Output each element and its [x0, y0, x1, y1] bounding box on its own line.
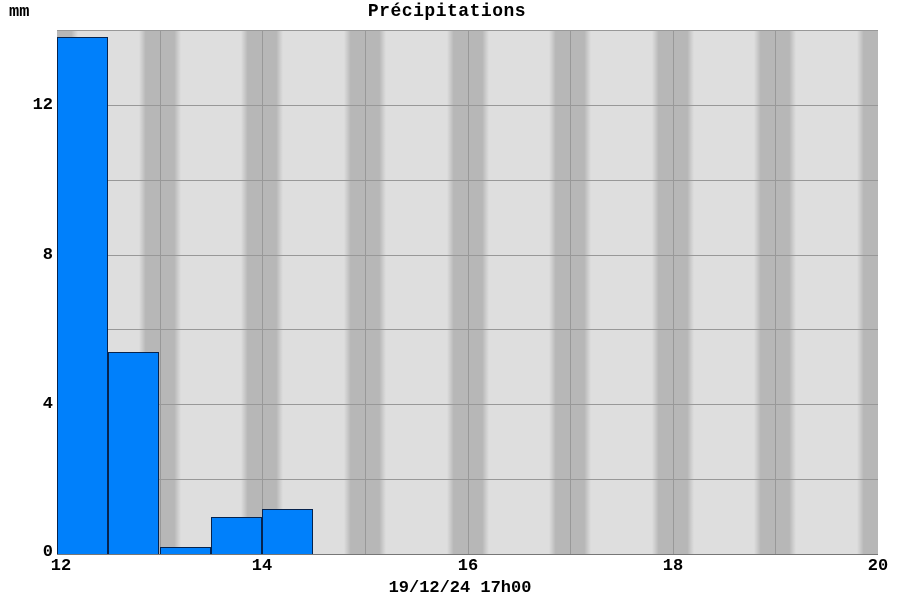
hour-band — [446, 30, 489, 554]
gridline-horizontal — [57, 105, 878, 106]
x-axis-caption: 19/12/24 17h00 — [388, 579, 532, 598]
y-tick-label: 0 — [42, 543, 53, 562]
gridline-horizontal — [57, 404, 878, 405]
precip-bar — [211, 517, 262, 554]
x-tick-label: 16 — [457, 557, 479, 576]
gridline-horizontal — [57, 255, 878, 256]
x-tick-label: 14 — [251, 557, 273, 576]
gridline-vertical — [365, 30, 366, 554]
hour-band — [651, 30, 694, 554]
gridline-vertical — [160, 30, 161, 554]
gridline-horizontal — [57, 329, 878, 330]
x-tick-label: 20 — [867, 557, 889, 576]
chart-title: Précipitations — [367, 2, 527, 22]
gridline-horizontal — [57, 30, 878, 31]
y-axis-unit-label: mm — [9, 3, 30, 22]
gridline-vertical — [468, 30, 469, 554]
precip-bar — [160, 547, 211, 554]
x-tick-label: 18 — [662, 557, 684, 576]
hour-band — [857, 30, 878, 554]
precip-bar — [262, 509, 313, 554]
gridline-horizontal — [57, 180, 878, 181]
y-tick-label: 8 — [42, 246, 53, 265]
hour-band — [343, 30, 386, 554]
gridline-vertical — [570, 30, 571, 554]
y-tick-label: 4 — [42, 395, 53, 414]
gridline-vertical — [775, 30, 776, 554]
x-tick-label: 12 — [50, 557, 72, 576]
gridline-vertical — [673, 30, 674, 554]
precip-bar — [108, 352, 159, 554]
plot-area — [57, 30, 878, 555]
gridline-horizontal — [57, 479, 878, 480]
precip-bar — [57, 37, 108, 554]
gridline-vertical — [262, 30, 263, 554]
y-tick-label: 12 — [32, 96, 53, 115]
